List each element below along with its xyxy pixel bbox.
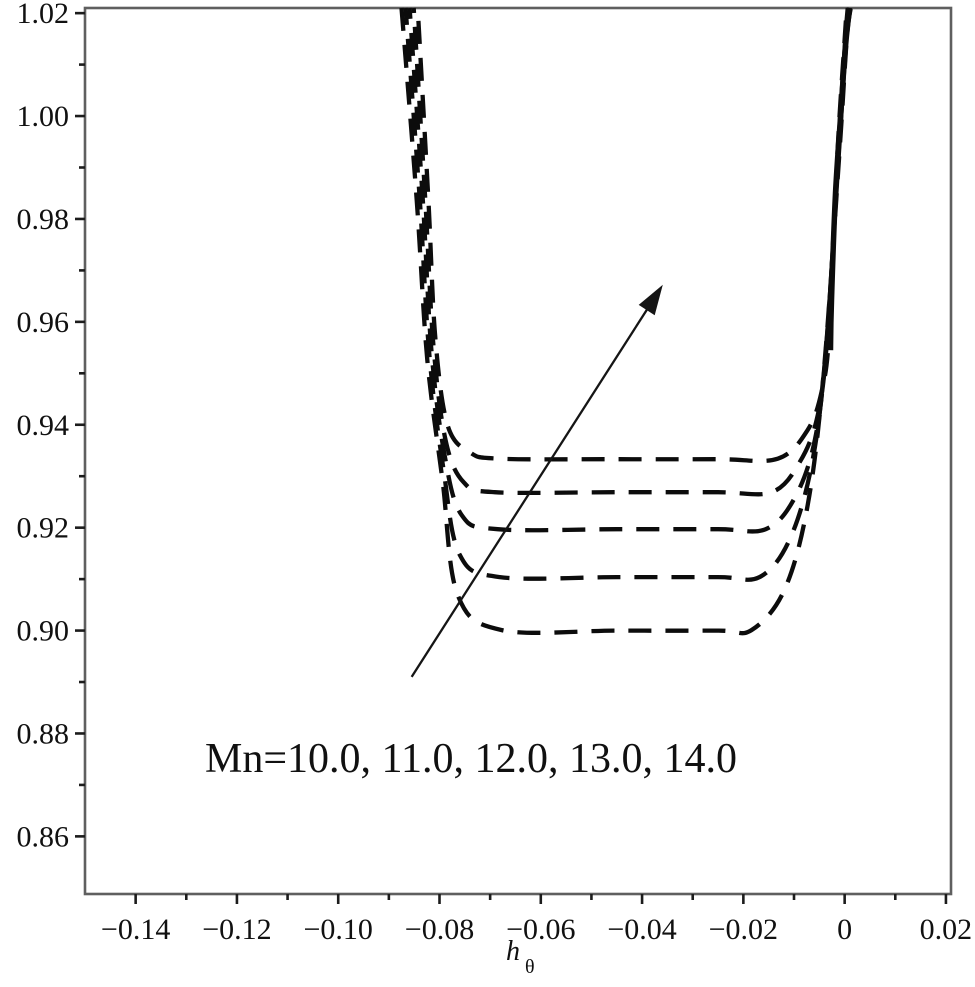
plot-border <box>83 6 953 896</box>
x-tick-label: −0.04 <box>607 913 676 946</box>
x-axis-label-subscript: θ <box>525 956 535 978</box>
y-tick-label: 0.94 <box>17 409 70 442</box>
x-tick-label: 0 <box>837 913 852 946</box>
arrow-shaft <box>410 302 652 678</box>
y-tick-label: 0.86 <box>17 820 70 853</box>
axis-ticks <box>75 11 948 904</box>
x-tick-label: 0.02 <box>920 913 973 946</box>
y-tick-label: 0.96 <box>17 306 70 339</box>
x-tick-label: −0.12 <box>202 913 271 946</box>
solid-curve <box>827 7 853 351</box>
x-axis-label: h θ <box>506 936 535 978</box>
x-tick-label: −0.14 <box>101 913 170 946</box>
x-tick-label: −0.02 <box>709 913 778 946</box>
y-tick-label: 0.92 <box>17 512 70 545</box>
curve-mn-12.0 <box>407 7 851 534</box>
mn-increase-arrow <box>410 284 663 678</box>
y-tick-label: 1.02 <box>17 0 70 30</box>
y-tick-label: 1.00 <box>17 100 70 133</box>
curve-mn-14.0 <box>415 7 849 464</box>
x-tick-label: −0.06 <box>506 913 575 946</box>
x-tick-label: −0.08 <box>405 913 474 946</box>
axis-tick-labels: −0.14 −0.12 −0.10 −0.08 −0.06 −0.04 −0.02 0 0.02… <box>17 0 973 946</box>
x-axis-label-base: h <box>506 936 520 967</box>
y-tick-label: 0.88 <box>17 717 70 750</box>
x-tick-label: −0.10 <box>304 913 373 946</box>
y-tick-label: 0.98 <box>17 203 70 236</box>
y-tick-label: 0.90 <box>17 615 70 648</box>
mn-annotation: Mn=10.0, 11.0, 12.0, 13.0, 14.0 <box>205 736 737 782</box>
curve-mn-11.0 <box>403 7 852 582</box>
curve-mn-10.0 <box>399 7 853 636</box>
curve-family <box>399 7 853 636</box>
arrow-head <box>638 284 663 316</box>
curve-mn-13.0 <box>411 7 850 497</box>
